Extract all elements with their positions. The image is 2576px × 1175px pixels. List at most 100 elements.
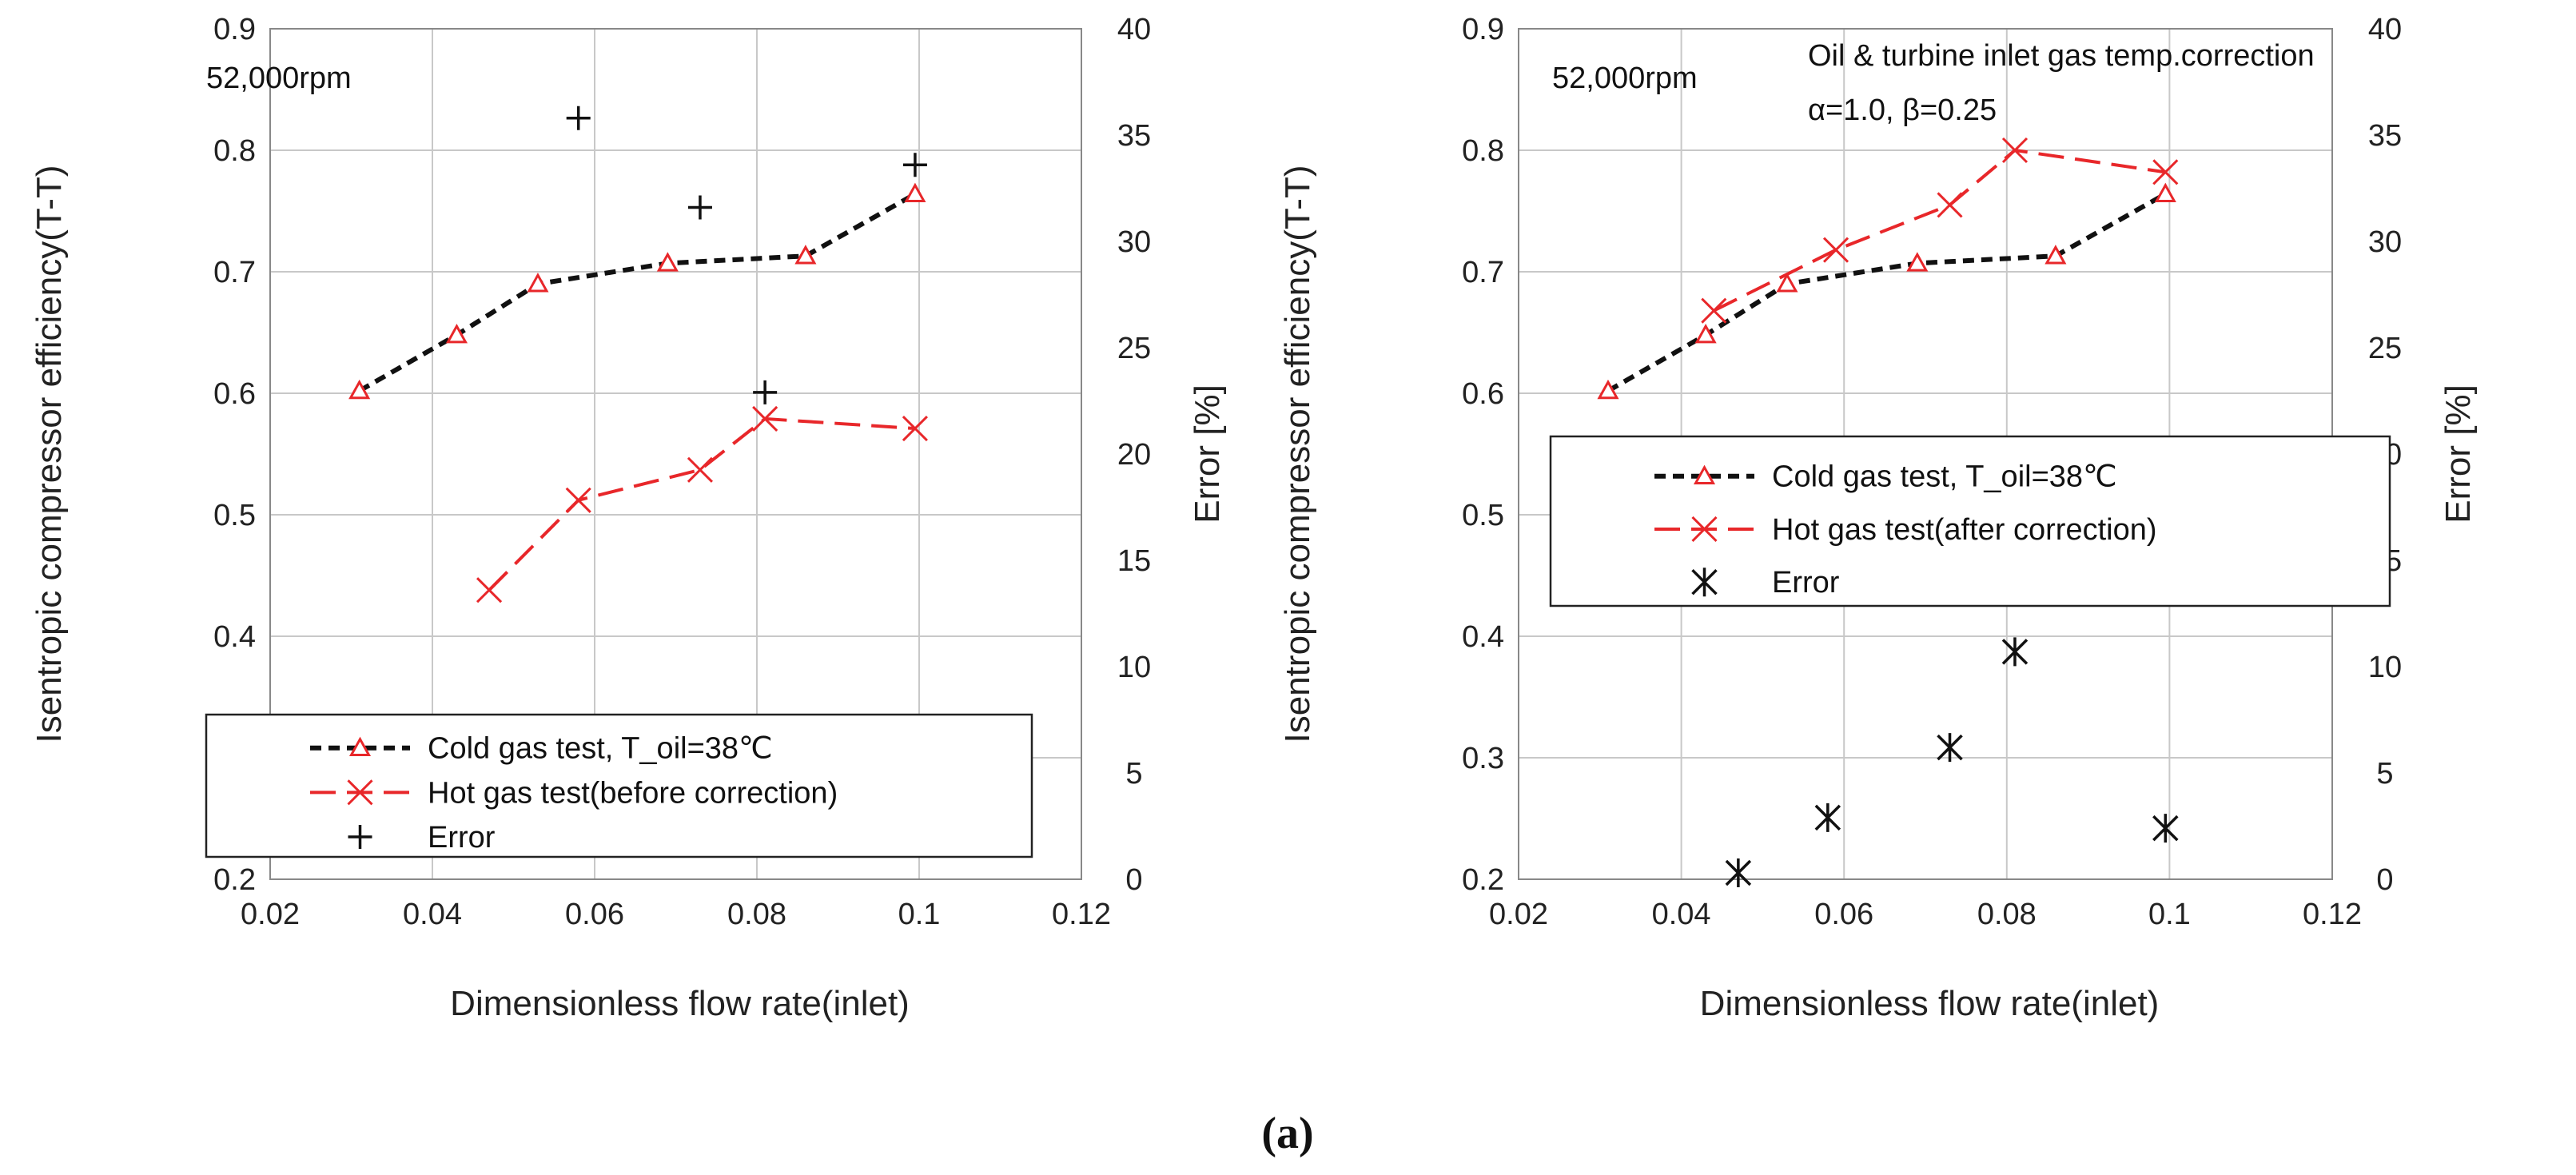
- y2-tick-label: 25: [1117, 332, 1151, 365]
- data-point-hot: [687, 456, 714, 483]
- y2-tick-label: 0: [1125, 863, 1142, 897]
- y2-tick-label: 35: [1117, 119, 1151, 153]
- data-point-hot: [2001, 137, 2029, 164]
- data-point-cold: [1597, 379, 1619, 400]
- y2-tick-label: 15: [1117, 544, 1151, 578]
- x-tick-label: 0.04: [1652, 898, 1711, 931]
- y2-tick-label: 10: [2368, 651, 2402, 684]
- data-point-cold: [1776, 273, 1798, 293]
- x-tick-label: 0.06: [1814, 898, 1873, 931]
- legend-swatch-marker: [347, 779, 373, 806]
- series-line: [488, 416, 916, 591]
- y2-tick-label: 5: [1125, 757, 1142, 791]
- y2-tick-label: 0: [2376, 863, 2393, 897]
- figure-caption: (a): [1261, 1109, 1313, 1158]
- chart-annotation: 52,000rpm: [1552, 62, 1698, 95]
- y-tick-label: 0.4: [1462, 620, 1504, 654]
- y-tick-label: 0.8: [1462, 134, 1504, 168]
- data-point-hot: [752, 405, 778, 432]
- y-axis-label: Isentropic compressor efficiency(T-T): [1278, 165, 1317, 743]
- data-point-hot: [2152, 159, 2179, 185]
- y-tick-label: 0.7: [213, 256, 256, 289]
- data-point-error: [753, 380, 778, 404]
- y-tick-label: 0.6: [213, 377, 256, 411]
- y2-axis-label: Error [%]: [1188, 384, 1227, 524]
- y-tick-label: 0.2: [213, 863, 256, 897]
- y-tick-label: 0.9: [1462, 13, 1504, 46]
- x-axis-label: Dimensionless flow rate(inlet): [1700, 984, 2160, 1023]
- data-point-error: [902, 153, 927, 177]
- legend-swatch-marker: [1691, 568, 1718, 597]
- y-tick-label: 0.7: [1462, 256, 1504, 289]
- data-point-error: [566, 106, 591, 130]
- legend-entry-label: Cold gas test, T_oil=38℃: [1772, 460, 2117, 494]
- x-tick-label: 0.12: [1052, 898, 1111, 931]
- legend-box: [205, 713, 1033, 858]
- x-axis-label: Dimensionless flow rate(inlet): [450, 984, 910, 1023]
- legend: Cold gas test, T_oil=38℃ Hot gas test(aft…: [1549, 435, 2391, 607]
- legend: Cold gas test, T_oil=38℃ Hot gas test(bef…: [205, 713, 1033, 858]
- series-cold: [348, 182, 926, 400]
- data-point-cold: [2154, 182, 2176, 203]
- x-tick-label: 0.04: [403, 898, 462, 931]
- legend-entry-label: Cold gas test, T_oil=38℃: [428, 732, 773, 766]
- legend-entry-label: Error: [428, 821, 496, 854]
- data-point-error: [1725, 858, 1752, 888]
- y-tick-label: 0.5: [1462, 499, 1504, 532]
- series-line: [1607, 192, 2167, 393]
- y-tick-label: 0.3: [1462, 742, 1504, 775]
- chart-panel-right: 0.02 0.04 0.06 0.08 0.1 0.12 0.2 0.3 0.4 0.5 0.6 0.…: [1278, 13, 2478, 1023]
- legend-entry-label: Hot gas test(after correction): [1772, 513, 2157, 547]
- chart-annotation: α=1.0, β=0.25: [1808, 94, 1997, 127]
- y-tick-label: 0.9: [213, 13, 256, 46]
- x-tick-label: 0.02: [241, 898, 300, 931]
- data-point-cold: [2044, 245, 2067, 265]
- legend-swatch-marker: [1691, 516, 1718, 542]
- plot-frame: [269, 28, 1082, 880]
- y2-tick-label: 10: [1117, 651, 1151, 684]
- legend-swatch-marker: [348, 824, 372, 849]
- x-tick-label: 0.06: [565, 898, 624, 931]
- legend-box: [1549, 435, 2391, 607]
- y-tick-label: 0.6: [1462, 377, 1504, 411]
- data-point-error: [1814, 803, 1841, 832]
- y2-tick-label: 40: [1117, 13, 1151, 46]
- series-err-star: [1725, 637, 2179, 888]
- data-point-cold: [527, 273, 549, 293]
- series-hot: [1701, 137, 2179, 324]
- y2-tick-label: 25: [2368, 332, 2402, 365]
- data-point-cold: [656, 252, 679, 272]
- data-point-error: [2152, 814, 2179, 843]
- y2-tick-label: 30: [2368, 225, 2402, 259]
- y2-tick-label: 30: [1117, 225, 1151, 259]
- y2-tick-label: 40: [2368, 13, 2402, 46]
- x-tick-label: 0.1: [898, 898, 941, 931]
- data-point-hot: [476, 577, 503, 603]
- series-err-plus: [566, 106, 927, 404]
- legend-entry-label: Error: [1772, 566, 1840, 599]
- x-tick-label: 0.08: [727, 898, 786, 931]
- data-point-error: [687, 195, 712, 220]
- data-point-error: [2001, 637, 2029, 667]
- x-tick-label: 0.12: [2303, 898, 2362, 931]
- data-point-cold: [1906, 252, 1929, 272]
- y2-tick-label: 20: [1117, 438, 1151, 472]
- chart-panel-left: 0.020.040.060.080.10.120.20.30.40.50.60.…: [30, 13, 1227, 1023]
- data-point-hot: [1822, 237, 1849, 263]
- chart-annotation: Oil & turbine inlet gas temp.correction: [1808, 39, 2315, 73]
- y-axis-label: Isentropic compressor efficiency(T-T): [30, 165, 69, 743]
- chart-annotation: 52,000rpm: [206, 62, 352, 95]
- data-point-cold: [445, 323, 468, 344]
- y-tick-label: 0.8: [213, 134, 256, 168]
- data-point-error: [1937, 733, 1963, 763]
- data-point-hot: [1937, 192, 1963, 218]
- data-point-cold: [1694, 323, 1717, 344]
- y-tick-label: 0.5: [213, 499, 256, 532]
- x-tick-label: 0.02: [1489, 898, 1548, 931]
- y-tick-label: 0.2: [1462, 863, 1504, 897]
- series-line: [358, 192, 917, 393]
- data-point-hot: [565, 487, 591, 513]
- legend-swatch-marker: [348, 736, 372, 757]
- y-tick-label: 0.4: [213, 620, 256, 654]
